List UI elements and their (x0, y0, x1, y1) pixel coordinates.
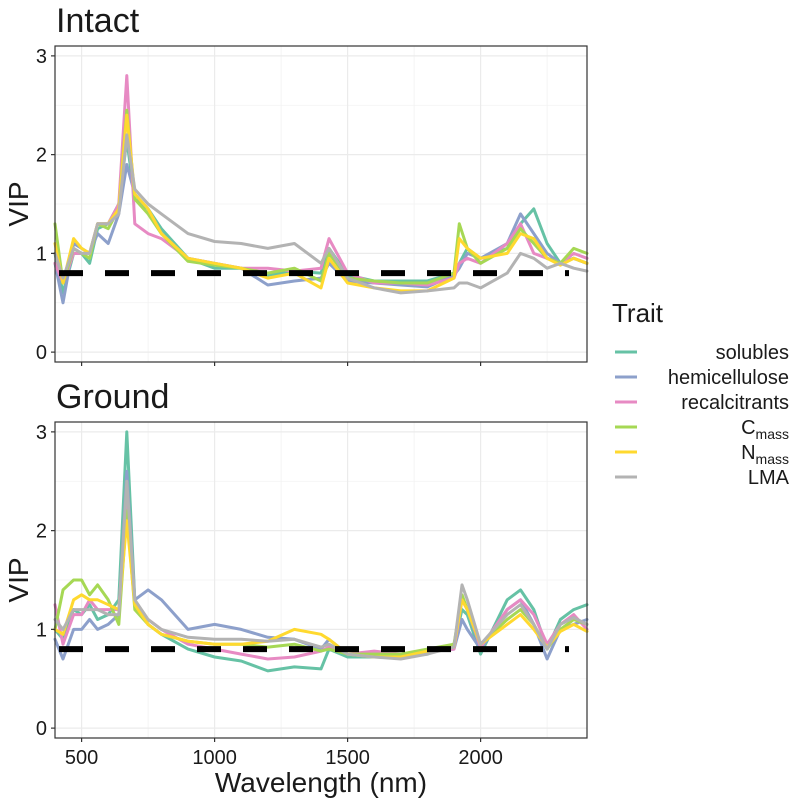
series-line-nmass (53, 519, 589, 659)
legend-label: recalcitrants (681, 392, 789, 414)
x-tick-label: 1000 (192, 747, 237, 769)
x-tick-label: 1500 (325, 747, 370, 769)
y-tick-label: 2 (36, 145, 47, 167)
y-tick-label: 1 (36, 619, 47, 641)
y-axis-label: VIP (3, 557, 34, 602)
y-tick-label: 3 (36, 422, 47, 444)
series-line-solubles (53, 430, 589, 673)
series-line-recalcitrants (53, 499, 589, 661)
y-tick-label: 2 (36, 521, 47, 543)
x-tick-label: 2000 (458, 747, 503, 769)
panel-title: Intact (56, 2, 140, 40)
panel-title: Ground (56, 378, 169, 416)
y-tick-label: 0 (36, 342, 47, 364)
legend-label: LMA (748, 467, 790, 489)
legend-label: Cmass (741, 417, 789, 442)
legend-title: Trait (612, 298, 664, 328)
y-axis-label: VIP (3, 181, 34, 226)
legend-label: solubles (716, 342, 789, 364)
x-tick-label: 500 (65, 747, 98, 769)
series-line-lma (53, 133, 589, 295)
y-tick-label: 0 (36, 718, 47, 740)
panel-intact: 0 1 2 3 Intact VIP (3, 2, 589, 366)
panel-ground: 0 1 2 3 500 1000 1500 2000 Ground VIP Wavelength (… (3, 378, 589, 798)
plot-border (54, 421, 588, 739)
plot-border (54, 45, 588, 363)
y-tick-label: 1 (36, 243, 47, 265)
legend-label: Nmass (741, 442, 789, 467)
legend-label: hemicellulose (668, 367, 789, 389)
x-axis-label: Wavelength (nm) (215, 767, 427, 798)
legend: Trait solubles hemicellulose recalcitrants C… (612, 298, 790, 489)
series-line-lma (53, 479, 589, 661)
y-tick-label: 3 (36, 46, 47, 68)
